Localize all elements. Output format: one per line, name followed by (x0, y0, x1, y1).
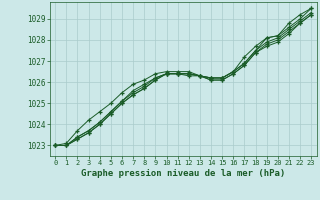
X-axis label: Graphe pression niveau de la mer (hPa): Graphe pression niveau de la mer (hPa) (81, 169, 285, 178)
